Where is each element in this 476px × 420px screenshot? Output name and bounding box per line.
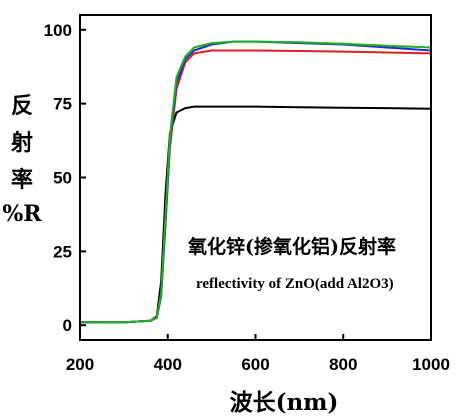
y-tick-label: 100: [44, 21, 72, 40]
x-tick-label: 200: [66, 355, 94, 374]
x-tick-label: 600: [241, 355, 269, 374]
y-axis-label-line-4: %R: [2, 201, 42, 227]
axis-ticks: 200 400 600 800 1000 0 25 50 75 100: [44, 21, 450, 374]
y-tick-label: 50: [53, 169, 72, 188]
y-axis-label-line-1: 反: [11, 93, 33, 119]
x-axis-label: 波长(nm): [230, 389, 339, 416]
series-group: [80, 40, 432, 324]
plot-frame: [79, 14, 432, 341]
y-tick-label: 75: [53, 95, 72, 114]
y-axis-label-line-3: 率: [11, 167, 33, 193]
series-line-4: [80, 40, 432, 324]
annotation-chinese: 氧化锌(掺氧化铝)反射率: [188, 235, 396, 258]
y-tick-label: 0: [63, 316, 72, 335]
x-tick-label: 800: [329, 355, 357, 374]
y-axis-label: 反 射 率 %R: [2, 93, 42, 227]
annotation-english: reflectivity of ZnO(add Al2O3): [196, 276, 394, 292]
x-tick-label: 1000: [412, 355, 450, 374]
x-tick-label: 400: [154, 355, 182, 374]
y-tick-label: 25: [53, 242, 72, 261]
y-axis-label-line-2: 射: [10, 130, 33, 156]
